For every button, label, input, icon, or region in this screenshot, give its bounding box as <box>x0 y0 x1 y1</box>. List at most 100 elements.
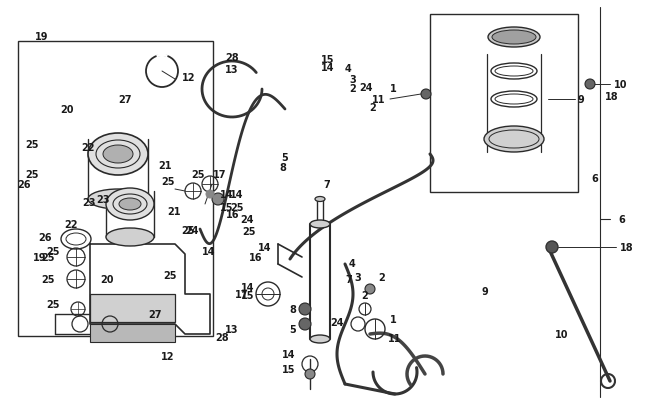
Circle shape <box>546 241 558 254</box>
Text: 10: 10 <box>614 80 627 90</box>
Text: 3: 3 <box>355 272 361 282</box>
Circle shape <box>305 369 315 379</box>
Ellipse shape <box>119 198 141 211</box>
Text: 15: 15 <box>240 291 254 301</box>
Circle shape <box>365 284 375 294</box>
Text: 11: 11 <box>372 95 385 105</box>
Text: 2: 2 <box>349 84 356 94</box>
Text: 3: 3 <box>349 75 356 84</box>
Text: 7: 7 <box>324 179 330 189</box>
Text: 25: 25 <box>163 271 177 280</box>
Text: 12: 12 <box>161 352 175 361</box>
Text: 14: 14 <box>220 190 233 200</box>
Ellipse shape <box>106 228 154 246</box>
Text: 4: 4 <box>348 258 356 269</box>
Ellipse shape <box>310 335 330 343</box>
Text: 14: 14 <box>230 190 244 200</box>
Ellipse shape <box>315 197 325 202</box>
Text: 1: 1 <box>390 314 396 324</box>
Text: 25: 25 <box>25 170 39 180</box>
Text: 18: 18 <box>604 92 618 102</box>
Text: 23: 23 <box>96 194 110 205</box>
Text: 13: 13 <box>226 324 239 334</box>
Text: 9: 9 <box>481 287 488 296</box>
Text: 18: 18 <box>620 243 634 252</box>
Text: 17: 17 <box>235 289 248 299</box>
Bar <box>18 42 213 336</box>
Text: 26: 26 <box>18 179 31 189</box>
Bar <box>430 15 578 192</box>
Text: 25: 25 <box>161 177 175 187</box>
Text: 13: 13 <box>226 65 239 75</box>
Text: 4: 4 <box>344 64 351 74</box>
Text: 16: 16 <box>226 210 239 220</box>
Text: 25: 25 <box>230 202 244 213</box>
Text: 5: 5 <box>281 153 287 163</box>
Text: 14: 14 <box>320 63 334 73</box>
Text: 21: 21 <box>167 207 181 216</box>
Ellipse shape <box>484 127 544 153</box>
Text: 25: 25 <box>42 252 55 262</box>
Text: 16: 16 <box>248 252 262 262</box>
Text: 17: 17 <box>213 169 226 179</box>
Bar <box>90 324 175 342</box>
Text: 25: 25 <box>47 246 60 256</box>
Text: 1: 1 <box>390 84 396 94</box>
Text: 10: 10 <box>554 329 568 339</box>
Ellipse shape <box>88 190 148 209</box>
Text: 19: 19 <box>35 32 49 42</box>
Text: 14: 14 <box>202 246 215 256</box>
Text: 2: 2 <box>361 290 369 300</box>
Text: 20: 20 <box>100 274 114 284</box>
Text: 6: 6 <box>618 215 625 224</box>
Circle shape <box>206 190 214 198</box>
Text: 14: 14 <box>258 243 272 252</box>
Text: 11: 11 <box>388 333 402 343</box>
Ellipse shape <box>310 220 330 228</box>
Text: 2: 2 <box>378 272 385 282</box>
Text: 25: 25 <box>181 226 194 236</box>
Text: 28: 28 <box>216 332 229 342</box>
Text: 27: 27 <box>148 309 162 319</box>
Circle shape <box>421 90 431 100</box>
Text: 20: 20 <box>60 104 74 114</box>
Circle shape <box>212 194 224 205</box>
Text: 23: 23 <box>83 198 96 207</box>
Text: 25: 25 <box>192 170 205 179</box>
Text: 14: 14 <box>281 349 295 359</box>
Text: 15: 15 <box>220 202 233 213</box>
Circle shape <box>585 80 595 90</box>
Text: 6: 6 <box>592 173 598 183</box>
Text: 21: 21 <box>158 161 172 171</box>
Bar <box>90 294 175 322</box>
Text: 8: 8 <box>289 304 296 314</box>
Text: 12: 12 <box>182 73 196 83</box>
Text: 24: 24 <box>330 317 344 327</box>
Text: 2: 2 <box>369 102 376 112</box>
Ellipse shape <box>488 28 540 48</box>
Text: 25: 25 <box>47 299 60 309</box>
Text: 24: 24 <box>359 83 372 92</box>
Text: 25: 25 <box>42 274 55 284</box>
Ellipse shape <box>492 31 536 45</box>
Ellipse shape <box>103 146 133 164</box>
Text: 9: 9 <box>578 95 585 105</box>
Text: 15: 15 <box>320 55 334 65</box>
Text: 19: 19 <box>33 252 47 262</box>
Text: 26: 26 <box>38 232 52 243</box>
Text: 24: 24 <box>185 226 198 236</box>
Ellipse shape <box>88 134 148 175</box>
Text: 15: 15 <box>281 364 295 374</box>
Text: 27: 27 <box>119 95 132 105</box>
Text: 28: 28 <box>225 53 239 63</box>
Text: 25: 25 <box>25 139 39 149</box>
Text: 25: 25 <box>242 226 255 237</box>
Text: 7: 7 <box>345 274 352 284</box>
Text: 22: 22 <box>64 220 78 230</box>
Circle shape <box>299 303 311 315</box>
Circle shape <box>299 318 311 330</box>
Text: 8: 8 <box>280 163 287 173</box>
Text: 5: 5 <box>289 324 296 334</box>
Text: 22: 22 <box>81 143 95 153</box>
Ellipse shape <box>106 189 154 220</box>
